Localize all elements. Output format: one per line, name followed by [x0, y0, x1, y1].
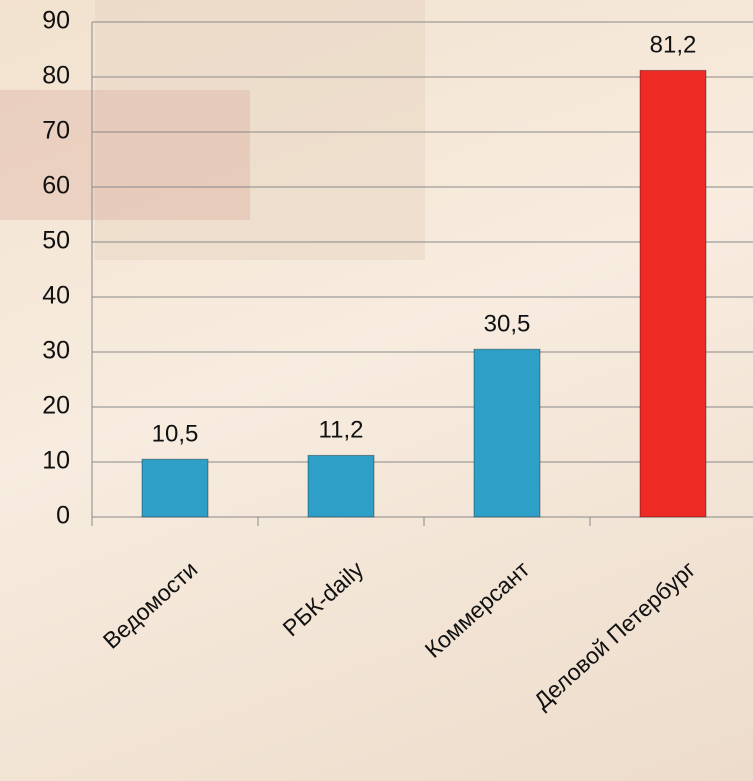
- y-tick-label: 40: [42, 282, 70, 310]
- value-label: 81,2: [650, 32, 697, 59]
- value-label: 11,2: [319, 417, 364, 444]
- y-tick-label: 20: [42, 392, 70, 420]
- y-tick-label: 90: [42, 7, 70, 35]
- bar: [307, 454, 375, 518]
- background-paper: [0, 90, 250, 220]
- value-label: 30,5: [484, 311, 531, 338]
- value-label: 10,5: [152, 421, 199, 448]
- y-tick-label: 0: [56, 502, 70, 530]
- bar: [639, 69, 707, 518]
- y-tick-label: 70: [42, 117, 70, 145]
- bar: [141, 458, 209, 518]
- x-tick-label: Ведомости: [98, 556, 203, 654]
- x-tick-label: Коммерсант: [420, 556, 535, 663]
- y-tick-label: 60: [42, 172, 70, 200]
- y-tick-label: 30: [42, 337, 70, 365]
- bar: [473, 348, 541, 518]
- x-tick-label: РБК-daily: [278, 556, 369, 642]
- y-tick-label: 10: [42, 447, 70, 475]
- background-paper: [95, 0, 425, 260]
- y-tick-label: 50: [42, 227, 70, 255]
- x-tick-label: Деловой Петербург: [529, 556, 701, 714]
- y-tick-label: 80: [42, 62, 70, 90]
